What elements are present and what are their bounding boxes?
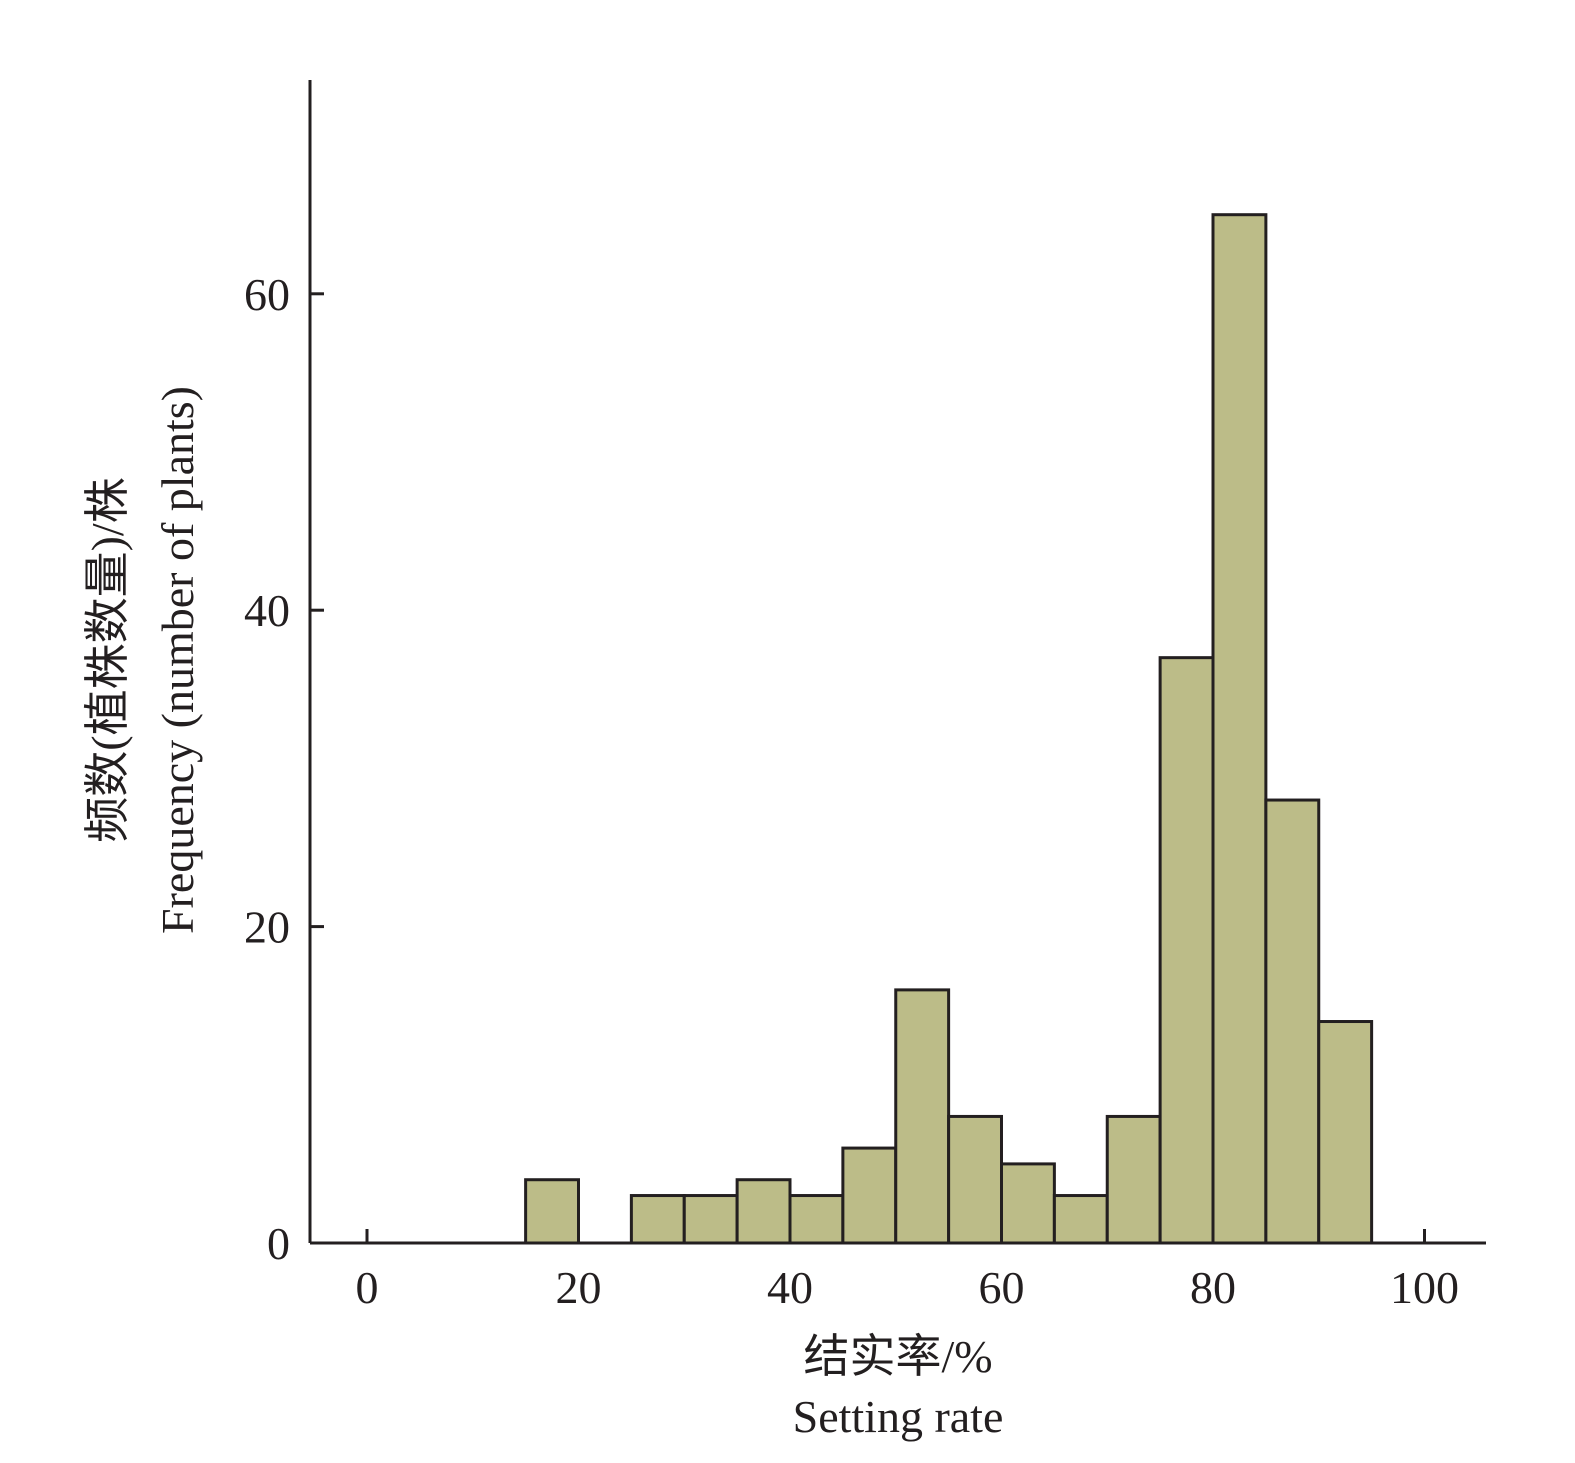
histogram-bar-9: [1052, 1194, 1109, 1245]
histogram-bar-12: [1211, 213, 1268, 1245]
histogram-bar-6: [894, 988, 951, 1245]
histogram-bar-5: [841, 1146, 898, 1245]
histogram-bar-1: [629, 1194, 686, 1245]
histogram-bar-0: [524, 1178, 580, 1245]
x-tick-label: 80: [1190, 1262, 1236, 1313]
histogram-bar-2: [682, 1194, 739, 1245]
histogram-bar-8: [1000, 1162, 1056, 1245]
histogram-bar-4: [788, 1194, 845, 1245]
histogram-bar-7: [947, 1114, 1003, 1245]
x-axis-title-en: Setting rate: [793, 1391, 1004, 1442]
y-axis-title-cn: 频数(植株数量)/株: [82, 477, 133, 842]
histogram-bar-3: [735, 1178, 792, 1245]
histogram-bar-10: [1105, 1114, 1162, 1245]
x-tick-label: 0: [356, 1262, 379, 1313]
x-axis-title-cn: 结实率/%: [803, 1331, 992, 1382]
x-tick-label: 20: [556, 1262, 602, 1313]
histogram-bar-13: [1264, 798, 1321, 1245]
bars-layer: [524, 213, 1374, 1245]
y-tick-label: 60: [244, 269, 290, 320]
y-tick-label: 0: [267, 1218, 290, 1269]
x-tick-label: 40: [767, 1262, 813, 1313]
x-tick-label: 60: [979, 1262, 1025, 1313]
y-axis-title-en: Frequency (number of plants): [152, 386, 203, 934]
ticks-layer: 0 20 40 60 80 100 0 20 40 60: [244, 269, 1459, 1313]
y-tick-label: 20: [244, 902, 290, 953]
histogram-bar-11: [1158, 656, 1215, 1245]
x-tick-label: 100: [1390, 1262, 1459, 1313]
y-tick-label: 40: [244, 585, 290, 636]
axes-layer: [308, 80, 1486, 1245]
histogram-bar-14: [1317, 1020, 1374, 1245]
